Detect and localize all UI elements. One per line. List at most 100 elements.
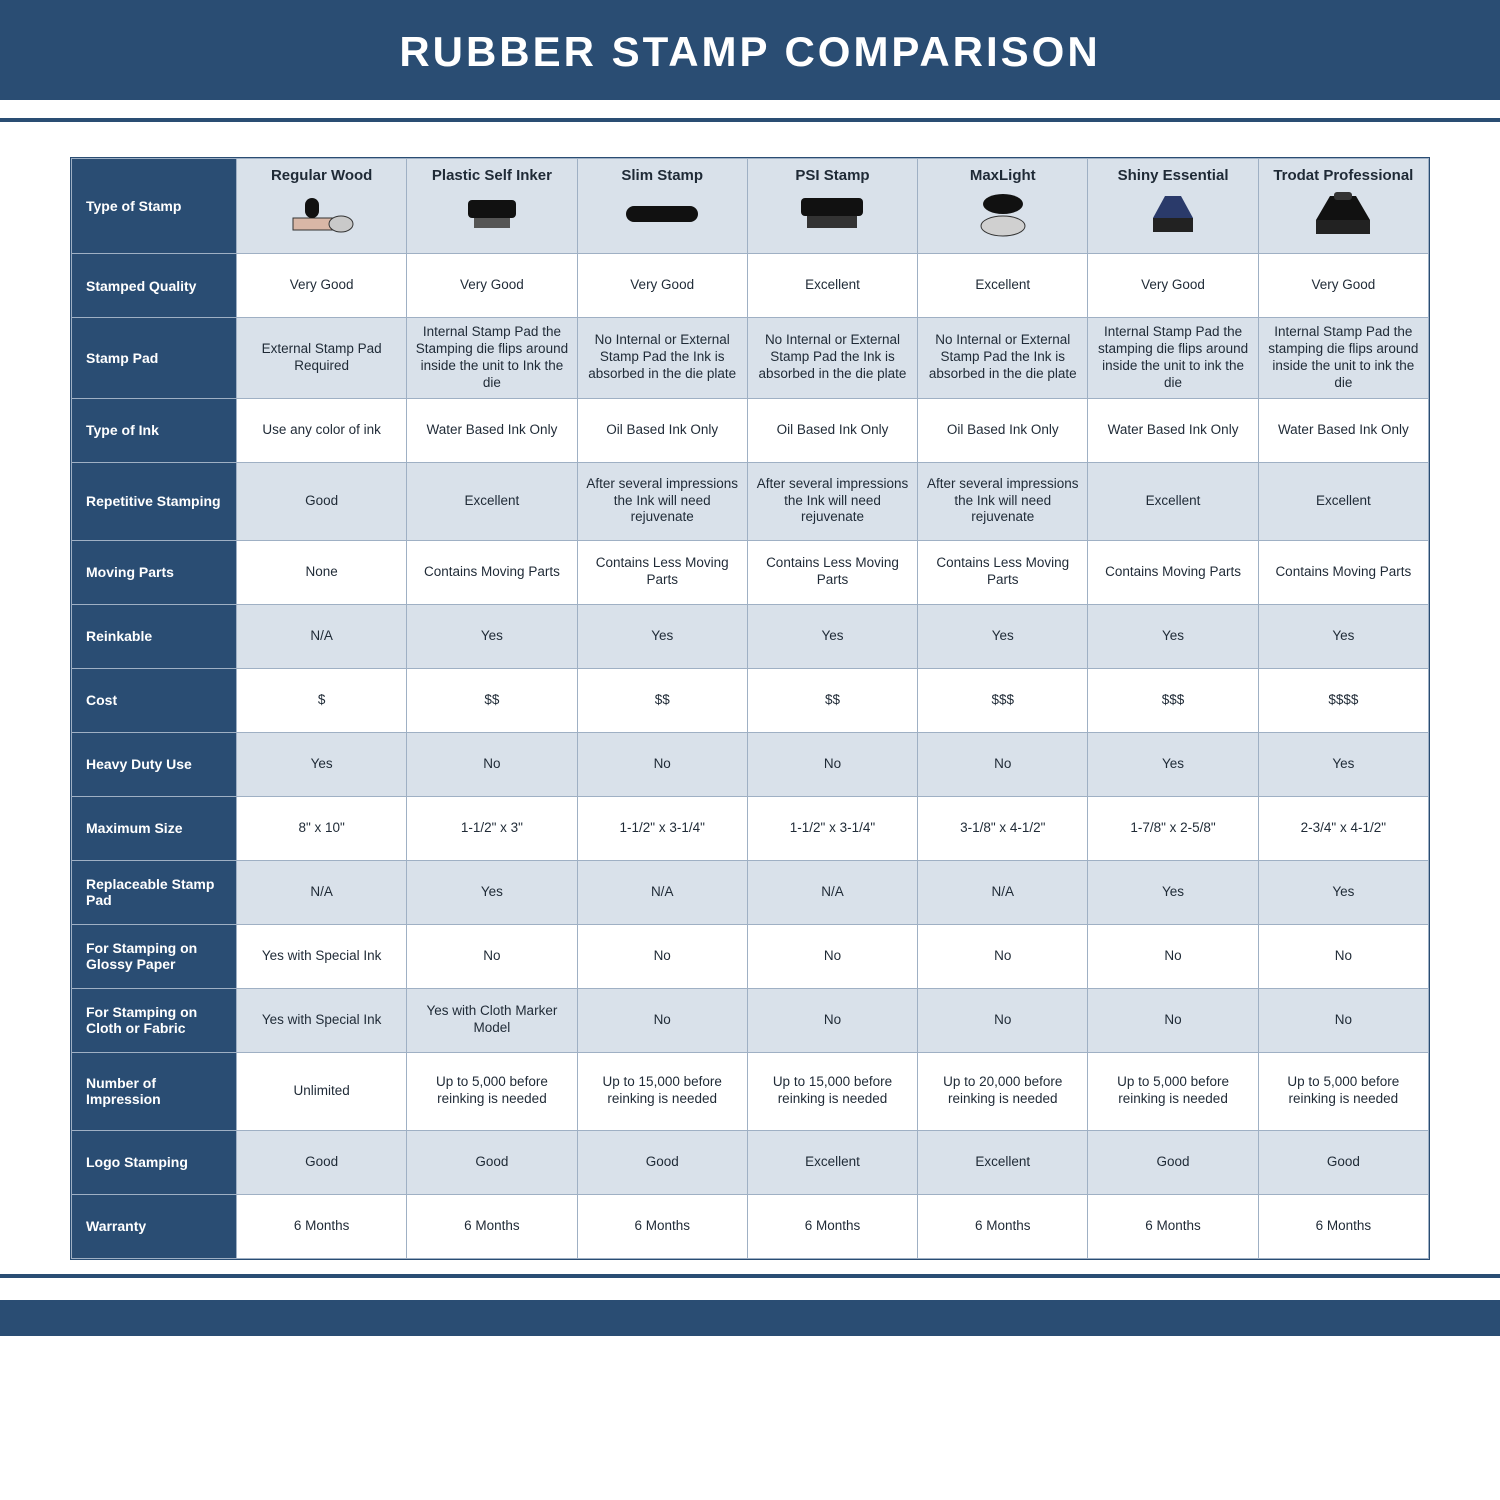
row-label: Reinkable <box>72 604 237 668</box>
row-label: Warranty <box>72 1194 237 1258</box>
table-cell: External Stamp Pad Required <box>237 318 407 399</box>
table-cell: 1-1/2" x 3-1/4" <box>747 796 917 860</box>
table-cell: Yes with Special Ink <box>237 988 407 1052</box>
table-cell: Up to 20,000 before reinking is needed <box>918 1052 1088 1130</box>
table-cell: $$$$ <box>1258 668 1428 732</box>
table-cell: No <box>407 924 577 988</box>
table-cell: Up to 15,000 before reinking is needed <box>577 1052 747 1130</box>
table-cell: No Internal or External Stamp Pad the In… <box>747 318 917 399</box>
table-cell: $ <box>237 668 407 732</box>
table-cell: 8" x 10" <box>237 796 407 860</box>
table-cell: Excellent <box>1088 462 1258 540</box>
table-cell: 1-1/2" x 3-1/4" <box>577 796 747 860</box>
table-cell: No <box>577 988 747 1052</box>
table-cell: No <box>918 732 1088 796</box>
table-cell: N/A <box>577 860 747 924</box>
table-cell: Good <box>237 1130 407 1194</box>
table-cell: After several impressions the Ink will n… <box>747 462 917 540</box>
table-cell: Excellent <box>747 254 917 318</box>
table-cell: Good <box>577 1130 747 1194</box>
page-title: RUBBER STAMP COMPARISON <box>0 0 1500 100</box>
table-cell: $$$ <box>1088 668 1258 732</box>
table-cell: Good <box>407 1130 577 1194</box>
col-header: Trodat Professional <box>1258 159 1428 254</box>
table-cell: Very Good <box>1258 254 1428 318</box>
table-cell: Very Good <box>407 254 577 318</box>
row-label: Moving Parts <box>72 540 237 604</box>
col-header: PSI Stamp <box>747 159 917 254</box>
table-cell: Up to 5,000 before reinking is needed <box>1088 1052 1258 1130</box>
row-label: Repetitive Stamping <box>72 462 237 540</box>
table-cell: 6 Months <box>577 1194 747 1258</box>
stamp-icon <box>243 190 400 238</box>
table-cell: Excellent <box>747 1130 917 1194</box>
table-cell: Yes with Cloth Marker Model <box>407 988 577 1052</box>
col-header-label: PSI Stamp <box>754 167 911 184</box>
table-cell: No <box>577 732 747 796</box>
row-label: Type of Stamp <box>72 159 237 254</box>
table-cell: Yes <box>1258 732 1428 796</box>
row-label: Stamped Quality <box>72 254 237 318</box>
stamp-icon <box>584 190 741 238</box>
col-header: MaxLight <box>918 159 1088 254</box>
table-cell: Excellent <box>407 462 577 540</box>
table-cell: Contains Moving Parts <box>1258 540 1428 604</box>
table-cell: 2-3/4" x 4-1/2" <box>1258 796 1428 860</box>
row-label: Number of Impression <box>72 1052 237 1130</box>
col-header: Slim Stamp <box>577 159 747 254</box>
table-cell: Yes <box>918 604 1088 668</box>
stamp-icon <box>1094 190 1251 238</box>
table-cell: None <box>237 540 407 604</box>
table-cell: 1-1/2" x 3" <box>407 796 577 860</box>
table-cell: No <box>407 732 577 796</box>
row-label: Maximum Size <box>72 796 237 860</box>
table-cell: Very Good <box>1088 254 1258 318</box>
table-cell: Excellent <box>918 254 1088 318</box>
table-cell: No <box>1258 924 1428 988</box>
row-label: For Stamping on Glossy Paper <box>72 924 237 988</box>
table-cell: N/A <box>237 860 407 924</box>
table-cell: Contains Less Moving Parts <box>918 540 1088 604</box>
table-cell: Good <box>237 462 407 540</box>
row-label: For Stamping on Cloth or Fabric <box>72 988 237 1052</box>
table-cell: 6 Months <box>747 1194 917 1258</box>
table-cell: $$ <box>747 668 917 732</box>
table-cell: Good <box>1258 1130 1428 1194</box>
table-cell: No <box>918 988 1088 1052</box>
table-cell: Water Based Ink Only <box>1088 398 1258 462</box>
divider <box>0 1274 1500 1278</box>
table-cell: 1-7/8" x 2-5/8" <box>1088 796 1258 860</box>
table-cell: 3-1/8" x 4-1/2" <box>918 796 1088 860</box>
table-cell: No Internal or External Stamp Pad the In… <box>918 318 1088 399</box>
table-cell: No <box>577 924 747 988</box>
table-cell: Yes with Special Ink <box>237 924 407 988</box>
table-cell: Yes <box>1258 860 1428 924</box>
col-header-label: Shiny Essential <box>1094 167 1251 184</box>
stamp-icon <box>924 190 1081 238</box>
stamp-icon <box>1265 190 1422 238</box>
table-cell: Contains Moving Parts <box>407 540 577 604</box>
table-cell: No <box>918 924 1088 988</box>
table-cell: $$ <box>577 668 747 732</box>
table-cell: Water Based Ink Only <box>1258 398 1428 462</box>
table-cell: Yes <box>577 604 747 668</box>
table-cell: Use any color of ink <box>237 398 407 462</box>
footer-band <box>0 1300 1500 1336</box>
table-cell: Very Good <box>577 254 747 318</box>
table-cell: Internal Stamp Pad the stamping die flip… <box>1088 318 1258 399</box>
table-cell: Yes <box>1088 604 1258 668</box>
table-cell: 6 Months <box>1258 1194 1428 1258</box>
table-cell: Oil Based Ink Only <box>747 398 917 462</box>
table-cell: 6 Months <box>407 1194 577 1258</box>
table-cell: Contains Less Moving Parts <box>577 540 747 604</box>
table-cell: Yes <box>1088 860 1258 924</box>
col-header: Plastic Self Inker <box>407 159 577 254</box>
comparison-table: Type of Stamp Regular Wood Plastic Self … <box>70 157 1430 1260</box>
table-cell: No <box>747 988 917 1052</box>
row-label: Replaceable Stamp Pad <box>72 860 237 924</box>
table-cell: Yes <box>407 860 577 924</box>
col-header-label: Plastic Self Inker <box>413 167 570 184</box>
table-cell: Excellent <box>1258 462 1428 540</box>
row-label: Logo Stamping <box>72 1130 237 1194</box>
table-cell: No Internal or External Stamp Pad the In… <box>577 318 747 399</box>
